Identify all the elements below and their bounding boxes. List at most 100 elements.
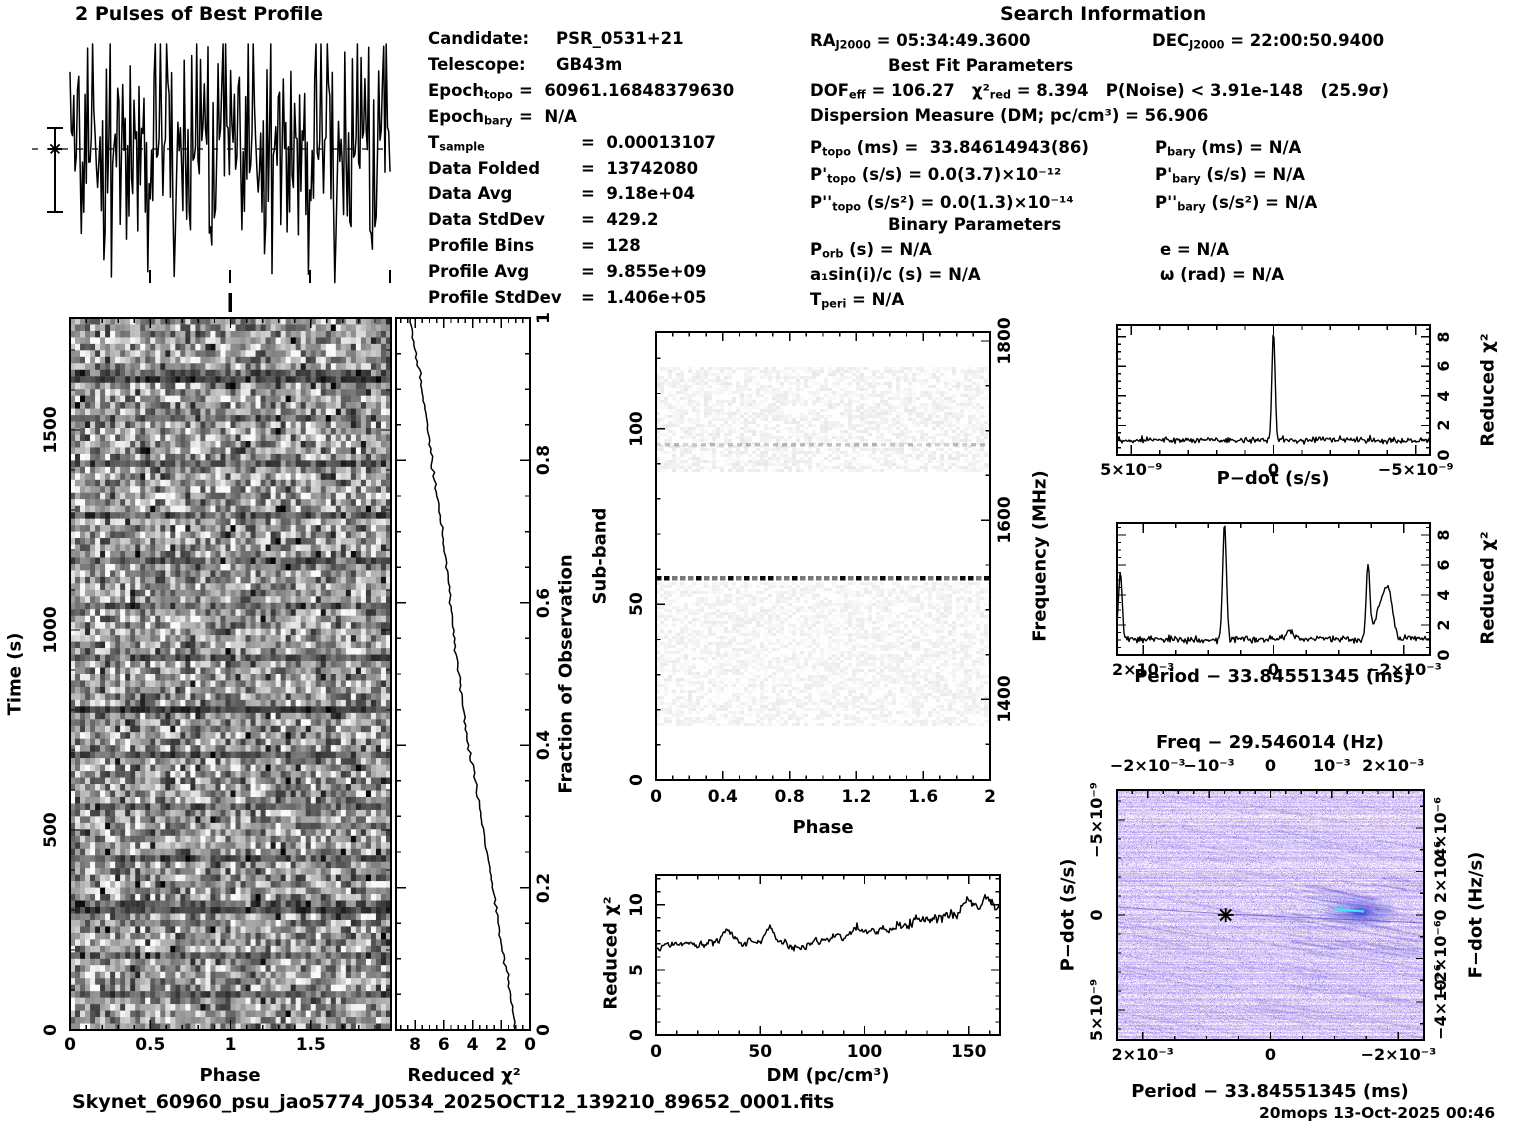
profile-plot-title: 2 Pulses of Best Profile: [75, 3, 324, 25]
search-info-item: DOFeff = 106.27 χ²red = 8.394 P(Noise) <…: [810, 81, 1390, 102]
tick-label: −2×10⁻³: [1360, 1045, 1437, 1064]
reduced-chi2-axis-label-pdot: Reduced χ²: [1477, 333, 1499, 447]
pdot-vs-period-heatmap: [1117, 790, 1424, 1040]
reduced-chi2-axis-label-period: Reduced χ²: [1477, 531, 1499, 645]
tick-label: 5: [627, 964, 648, 976]
search-info-item: a₁sin(i)/c (s) = N/A: [810, 265, 981, 284]
tick-label: 8: [1433, 331, 1453, 343]
tick-label: 0: [64, 1035, 76, 1055]
tick-label: 100: [627, 410, 648, 447]
candidate-info-label: Epochtopo: [428, 80, 513, 102]
tick-label: 2×10⁻³: [1111, 660, 1175, 679]
tick-label: −10⁻³: [1183, 756, 1235, 775]
tick-label: 5×10⁻⁹: [1100, 460, 1163, 479]
tick-label: −5×10⁻⁹: [1377, 460, 1454, 479]
tick-label: 0: [1433, 649, 1453, 661]
tick-label: 2: [1433, 619, 1453, 631]
search-info-item: Dispersion Measure (DM; pc/cm³) = 56.906: [810, 106, 1209, 125]
tick-label: 50: [748, 1042, 773, 1062]
search-info-item: P''topo (s/s²) = 0.0(1.3)×10⁻¹⁴: [810, 193, 1074, 214]
tick-label: 1000: [41, 606, 62, 654]
tick-label: 500: [41, 812, 62, 848]
tick-label: 1: [534, 312, 555, 324]
search-info-item: DECJ2000 = 22:00:50.9400: [1152, 31, 1385, 52]
tick-label: 0: [41, 1024, 62, 1036]
tick-label: 0: [627, 1029, 648, 1041]
tick-label: 2: [495, 1035, 508, 1055]
tick-label: 0.4: [534, 730, 555, 761]
candidate-info-label: Profile Bins: [428, 236, 535, 256]
search-info-item: Porb (s) = N/A: [810, 240, 932, 261]
tick-label: 0: [524, 1035, 536, 1055]
candidate-info-label: Tsample: [428, 132, 485, 154]
tick-label: −5×10⁻⁹: [1086, 782, 1106, 858]
tick-label: 0.8: [534, 445, 555, 476]
tick-label: 2: [984, 787, 996, 807]
candidate-info-value: = 13742080: [581, 158, 699, 178]
tick-label: 2×10⁻⁶: [1430, 840, 1450, 903]
tick-label: 0: [1433, 449, 1453, 461]
tick-label: 0.8: [774, 787, 805, 807]
candidate-info-label: Telescope:: [428, 54, 526, 74]
tick-label: 1.6: [908, 787, 939, 807]
tick-label: 0: [1264, 756, 1277, 775]
period-axis-label: Period − 33.84551345 (ms): [1134, 666, 1412, 687]
search-info-item: Ptopo (ms) = 33.84614943(86): [810, 138, 1089, 159]
phase-axis-label-timeplot: Phase: [199, 1065, 261, 1086]
subband-axis-label: Sub-band: [589, 507, 611, 605]
time-vs-phase-heatmap: [70, 318, 391, 1030]
pdot-map-left-axis-label: P−dot (s/s): [1057, 858, 1079, 972]
tick-label: −2×10⁻³: [1109, 756, 1186, 775]
tick-label: −4×10⁻⁶: [1430, 964, 1450, 1040]
candidate-info-label: Profile Avg: [428, 262, 530, 282]
candidate-info-value: = 9.855e+09: [581, 262, 707, 282]
search-info-item: P'bary (s/s) = N/A: [1155, 165, 1306, 186]
tick-label: 6: [1433, 559, 1453, 571]
time-axis-label: Time (s): [4, 632, 26, 716]
tick-label: 0: [1264, 1045, 1277, 1064]
plot-timestamp: 20mops 13-Oct-2025 00:46: [1259, 1104, 1496, 1122]
source-filename: Skynet_60960_psu_jao5774_J0534_2025OCT12…: [72, 1091, 835, 1113]
tick-label: 0: [534, 1024, 555, 1036]
tick-label: 0.2: [534, 872, 555, 903]
tick-label: 0.4: [707, 787, 738, 807]
tick-label: 50: [627, 592, 648, 617]
tick-label: 8: [409, 1035, 422, 1055]
pdot-axis-label: P−dot (s/s): [1216, 468, 1330, 489]
tick-label: 10: [627, 893, 648, 917]
fraction-of-observation-axis-label: Fraction of Observation: [555, 554, 577, 794]
tick-label: 0: [1086, 909, 1106, 921]
tick-label: 1.2: [841, 787, 872, 807]
tick-label: 0: [1430, 909, 1450, 921]
fdot-map-right-axis-label: F−dot (Hz/s): [1465, 851, 1487, 979]
search-info-title: Search Information: [1000, 3, 1207, 25]
tick-label: 6: [1433, 360, 1453, 372]
reduced-chi2-axis-label-cumulative: Reduced χ²: [407, 1065, 521, 1086]
subband-vs-phase-heatmap: [656, 332, 990, 780]
search-info-item: e = N/A: [1160, 240, 1230, 259]
search-info-item: Binary Parameters: [888, 215, 1062, 234]
tick-label: 8: [1433, 529, 1453, 541]
candidate-info-value: = 1.406e+05: [581, 288, 707, 307]
candidate-info-value: = 429.2: [581, 210, 659, 230]
tick-label: 100: [846, 1042, 883, 1062]
tick-label: 0.6: [534, 587, 555, 618]
search-info-item: Pbary (ms) = N/A: [1155, 138, 1302, 159]
candidate-info-label: Candidate:: [428, 29, 530, 48]
tick-label: 6: [437, 1035, 450, 1055]
candidate-info-value: = 128: [581, 236, 641, 256]
tick-label: 0: [1267, 460, 1280, 479]
search-info-item: RAJ2000 = 05:34:49.3600: [810, 31, 1031, 52]
tick-label: 0.5: [135, 1035, 166, 1055]
tick-label: 4: [1433, 589, 1453, 601]
tick-label: 2×10⁻³: [1362, 756, 1425, 775]
freq-map-title: Freq − 29.546014 (Hz): [1155, 732, 1385, 753]
candidate-info-value: = 0.00013107: [581, 132, 716, 152]
candidate-info-label: Profile StdDev: [428, 288, 562, 307]
tick-label: 10⁻³: [1313, 756, 1351, 775]
candidate-info-label: Data Folded: [428, 158, 541, 178]
candidate-info-value: = 60961.16848379630: [519, 80, 735, 100]
tick-label: 1600: [995, 496, 1016, 544]
tick-label: 0: [650, 1042, 662, 1062]
